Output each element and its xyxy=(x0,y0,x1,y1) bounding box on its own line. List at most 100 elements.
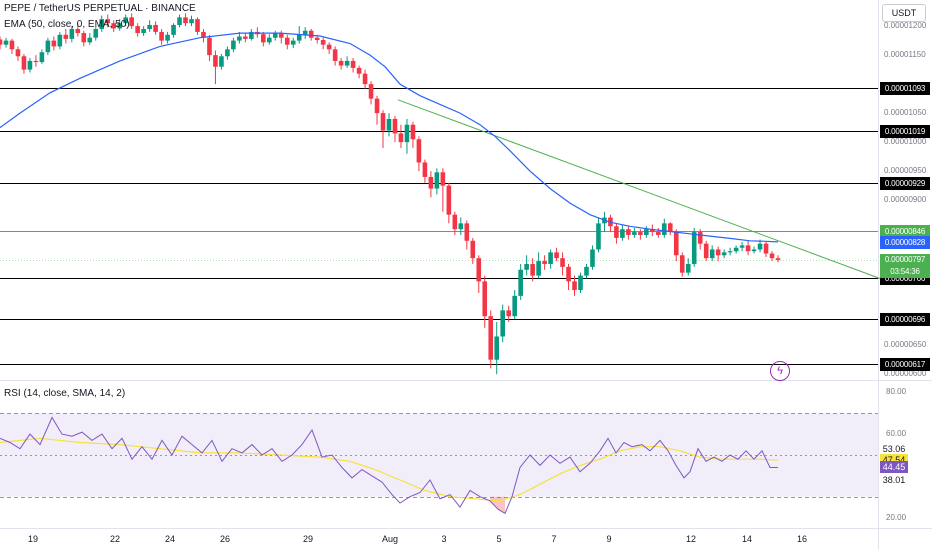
candle-body xyxy=(733,247,739,252)
price-tick-label: 0.00001150 xyxy=(884,50,926,60)
time-tick-label: 5 xyxy=(496,534,502,544)
time-tick-label: 29 xyxy=(302,534,314,544)
candle-body xyxy=(703,243,709,259)
candle-body xyxy=(261,34,266,43)
time-tick-label: 12 xyxy=(685,534,697,544)
candle-body xyxy=(93,29,99,38)
rsi-indicator-label[interactable]: RSI (14, close, SMA, 14, 2) xyxy=(4,388,126,399)
candle-body xyxy=(691,232,697,264)
candle-body xyxy=(81,33,87,43)
price-level-tag: 0.00001093 xyxy=(880,82,930,96)
candle-body xyxy=(207,37,212,56)
time-tick-label: Aug xyxy=(381,534,399,544)
candle-body xyxy=(757,243,763,250)
price-tick-label: 0.00001000 xyxy=(884,137,927,147)
candle-body xyxy=(512,295,517,317)
candle-body xyxy=(153,24,158,32)
candle-body xyxy=(626,229,631,235)
candle-body xyxy=(278,33,284,38)
price-tick-label: 0.00000650 xyxy=(884,340,927,350)
candle-body xyxy=(33,60,39,63)
candle-body xyxy=(15,49,21,57)
candle-body xyxy=(350,60,356,68)
ema-indicator-label[interactable]: EMA (50, close, 0, EMA, 50) xyxy=(4,19,130,30)
candle-body xyxy=(488,316,494,360)
candle-body xyxy=(189,19,194,24)
candle-body xyxy=(272,33,278,38)
candle-body xyxy=(105,19,111,24)
candle-body xyxy=(63,34,69,39)
candle-body xyxy=(39,52,45,63)
candle-body xyxy=(727,251,733,253)
candle-body xyxy=(75,29,81,34)
price-tick-label: 0.00000600 xyxy=(884,369,927,379)
candle-body xyxy=(661,223,667,235)
candle-body xyxy=(320,40,326,45)
candle-body xyxy=(171,24,176,35)
candle-body xyxy=(338,60,344,66)
candle-body xyxy=(470,240,476,259)
candle-body xyxy=(554,252,559,259)
candle-body xyxy=(111,23,117,29)
candle-body xyxy=(284,37,290,45)
candle-body xyxy=(165,34,170,41)
candle-body xyxy=(434,172,440,189)
candle-body xyxy=(243,36,248,39)
rsi-tick-label: 20.00 xyxy=(886,512,907,522)
candle-body xyxy=(141,29,146,34)
candle-body xyxy=(392,118,398,134)
candle-body xyxy=(386,118,392,131)
time-tick-label: 22 xyxy=(109,534,121,544)
candle-body xyxy=(3,40,9,45)
price-level-tag: 0.00001019 xyxy=(880,125,930,139)
candle-body xyxy=(656,232,661,235)
rsi-value-tag: 53.06 xyxy=(880,442,908,455)
time-tick-label: 3 xyxy=(441,534,447,544)
candle-body xyxy=(147,24,152,30)
time-tick-label: 24 xyxy=(164,534,176,544)
time-tick-label: 16 xyxy=(796,534,808,544)
lightning-icon[interactable]: ϟ xyxy=(770,361,790,381)
candle-body xyxy=(422,162,428,177)
currency-selector[interactable]: USDT xyxy=(882,4,926,22)
candle-body xyxy=(290,40,296,45)
countdown-timer: 03:54:36 xyxy=(890,266,920,276)
candle-body xyxy=(9,40,15,50)
candle-body xyxy=(482,281,488,317)
candle-body xyxy=(69,29,75,39)
candle-body xyxy=(129,17,134,27)
candle-body xyxy=(45,40,51,53)
candle-body xyxy=(769,253,775,259)
candle-body xyxy=(739,245,745,248)
candle-body xyxy=(398,133,404,143)
candle-body xyxy=(213,55,218,67)
candle-body xyxy=(751,249,757,252)
candle-body xyxy=(231,40,236,50)
candle-body xyxy=(775,258,781,260)
candle-body xyxy=(237,36,242,41)
candle-body xyxy=(374,98,380,114)
candle-body xyxy=(201,31,206,38)
candle-body xyxy=(494,336,500,360)
candle-body xyxy=(632,232,637,235)
candle-body xyxy=(195,19,200,32)
candle-body xyxy=(410,124,416,140)
candle-body xyxy=(368,84,374,99)
rsi-tick-label: 80.00 xyxy=(886,387,907,397)
candle-body xyxy=(117,23,122,29)
candle-body xyxy=(296,34,302,41)
price-tick-label: 0.00001050 xyxy=(884,108,927,118)
candle-body xyxy=(177,17,182,25)
candle-body xyxy=(356,67,362,74)
candle-body xyxy=(620,229,625,238)
time-tick-label: 26 xyxy=(219,534,231,544)
candle-body xyxy=(667,223,673,233)
candle-body xyxy=(446,185,452,215)
candle-body xyxy=(27,60,33,70)
candle-body xyxy=(650,229,655,233)
candle-body xyxy=(302,30,308,35)
candle-body xyxy=(326,44,332,50)
candle-body xyxy=(380,113,386,131)
candle-body xyxy=(679,255,685,273)
